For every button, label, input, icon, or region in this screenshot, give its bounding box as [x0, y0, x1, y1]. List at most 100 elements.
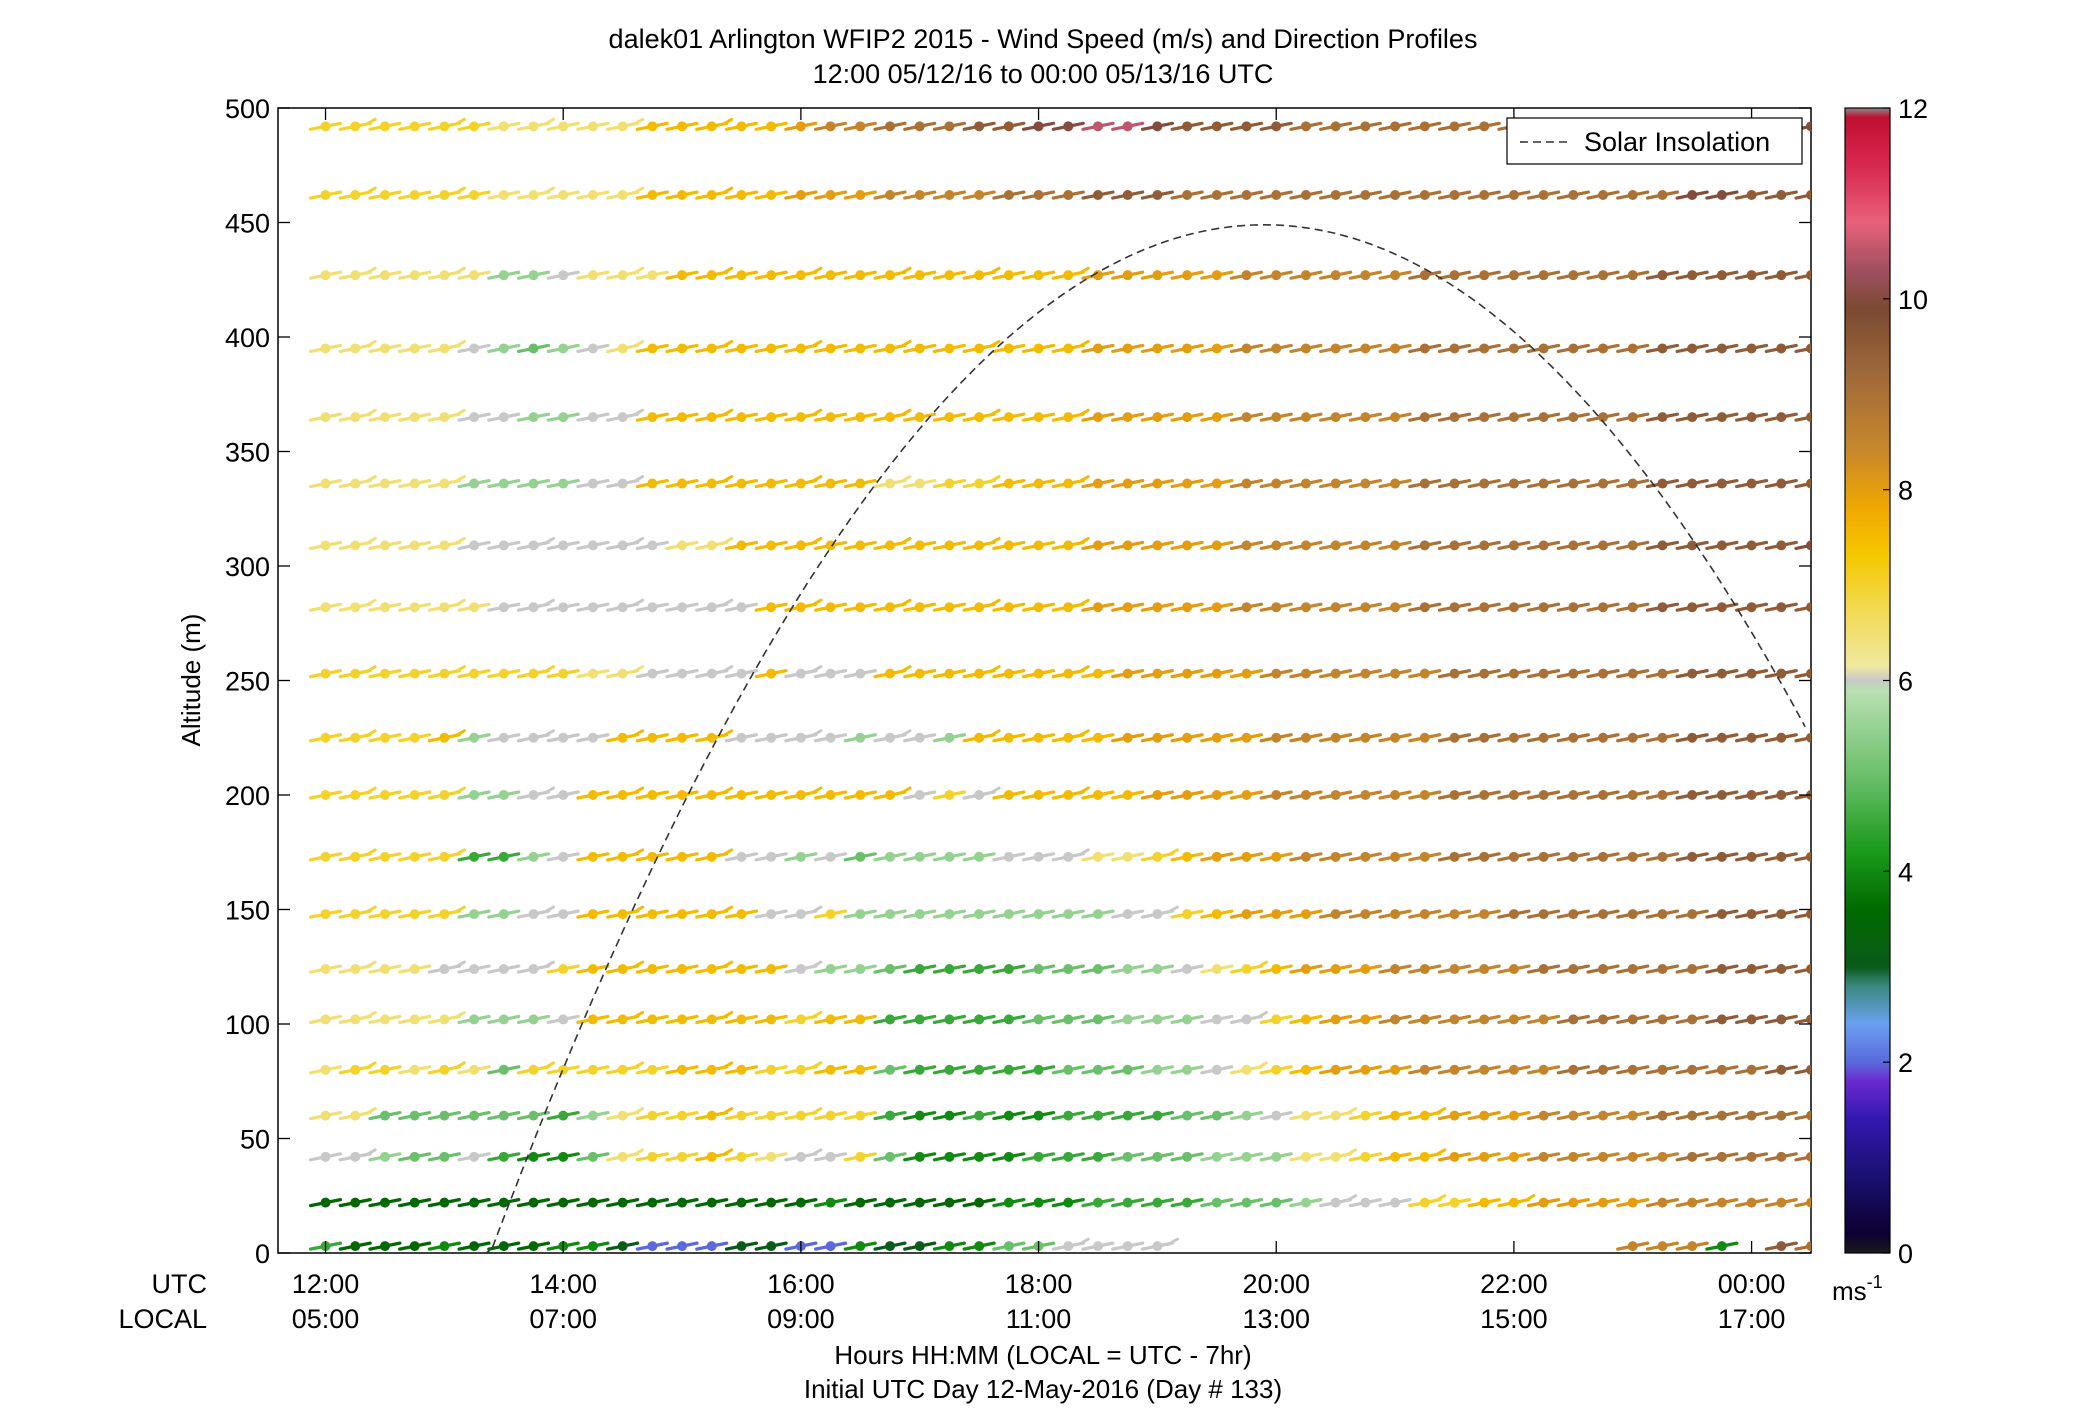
wind-barb [813, 909, 848, 920]
wind-barb [1437, 1197, 1472, 1208]
wind-barb [1675, 343, 1709, 354]
wind-barb [1140, 1237, 1179, 1252]
wind-barb [843, 668, 877, 679]
wind-barb [1051, 339, 1090, 354]
wind-barb [1764, 732, 1798, 743]
wind-barb [1764, 540, 1798, 551]
wind-barb [1348, 790, 1382, 800]
wind-barb [1081, 1151, 1115, 1162]
wind-barb [903, 121, 937, 132]
wind-barb [457, 1241, 491, 1252]
wind-barb [992, 540, 1026, 551]
wind-barb [338, 960, 377, 975]
wind-barb [1408, 1014, 1442, 1025]
wind-barb [308, 732, 343, 743]
wind-barb [1259, 1014, 1293, 1025]
wind-barb [695, 1197, 729, 1208]
wind-barb [695, 665, 734, 679]
wind-barb [398, 478, 432, 489]
wind-barb [1081, 121, 1115, 132]
wind-barb [813, 1064, 848, 1075]
wind-barb [1378, 1014, 1412, 1025]
wind-barb [1378, 270, 1412, 281]
wind-barb [635, 602, 669, 613]
wind-barb [1289, 790, 1323, 800]
wind-barb [1051, 848, 1090, 862]
wind-barb [784, 536, 823, 551]
wind-barb [1915, 1111, 1945, 1121]
wind-barb [784, 1107, 823, 1121]
wind-barb [1378, 1197, 1412, 1208]
wind-barb [1408, 121, 1442, 132]
wind-barb [1289, 732, 1323, 743]
wind-barb [1021, 668, 1056, 679]
wind-barb [457, 1151, 491, 1162]
wind-barb [1794, 478, 1811, 489]
wind-barb [308, 964, 343, 975]
y-tick-label: 250 [225, 667, 270, 697]
wind-barb [1081, 343, 1115, 354]
wind-barb [1645, 851, 1680, 862]
wind-barb [1675, 1151, 1709, 1162]
wind-barb [1170, 270, 1204, 281]
wind-barb [1408, 478, 1442, 489]
wind-barb [1497, 1014, 1531, 1025]
wind-barb [546, 1014, 580, 1025]
wind-barb [2093, 669, 2098, 679]
wind-barb [754, 732, 788, 743]
wind-barb [873, 1241, 907, 1252]
wind-barb [1259, 790, 1293, 800]
wind-barb [1734, 1064, 1769, 1075]
wind-barb [962, 475, 1001, 489]
wind-barb [487, 343, 521, 354]
wind-barb [457, 412, 491, 423]
wind-barb [2093, 1152, 2098, 1162]
wind-barb [1645, 790, 1680, 800]
wind-barb [2034, 190, 2064, 200]
wind-barb [2004, 270, 2034, 280]
wind-barb [1764, 851, 1798, 862]
wind-barb [368, 732, 402, 743]
chart-title-line1: dalek01 Arlington WFIP2 2015 - Wind Spee… [609, 24, 1478, 54]
wind-barb [1348, 851, 1382, 862]
wind-barb [487, 1064, 521, 1075]
wind-barb [1289, 478, 1323, 489]
wind-barb [2034, 1065, 2064, 1075]
wind-barb [724, 412, 759, 423]
wind-barb [1675, 1241, 1709, 1252]
wind-barb [1497, 964, 1531, 975]
wind-barb [1616, 790, 1650, 800]
wind-barb [1945, 343, 1975, 353]
wind-barb [576, 732, 610, 743]
wind-barb [1229, 960, 1269, 975]
wind-barb [1378, 190, 1412, 201]
wind-barb [1229, 412, 1264, 423]
wind-barb [962, 851, 996, 862]
wind-barb [1051, 1151, 1085, 1162]
wind-barb [2093, 121, 2098, 131]
wind-barb [1111, 1014, 1145, 1025]
wind-barb [1974, 733, 2004, 743]
wind-barb [1467, 1151, 1501, 1162]
wind-barb [1764, 190, 1798, 201]
wind-barb [1915, 1065, 1945, 1075]
wind-barb [962, 1014, 996, 1025]
wind-barb [457, 602, 491, 613]
wind-barb [1437, 540, 1472, 551]
wind-barb [2063, 669, 2093, 679]
wind-barb [1229, 1197, 1264, 1208]
wind-barb [457, 909, 491, 920]
wind-barb [724, 909, 759, 920]
wind-barb [576, 1241, 610, 1252]
x-tick-label-utc: 14:00 [529, 1269, 597, 1299]
wind-barb [932, 1241, 967, 1252]
wind-barb [635, 190, 669, 201]
wind-barb [398, 790, 432, 800]
wind-barb [606, 960, 645, 975]
wind-barb [1051, 598, 1090, 613]
wind-barb [1021, 412, 1056, 423]
wind-barb [546, 412, 580, 423]
wind-barb [992, 1151, 1026, 1162]
wind-barb [1140, 602, 1174, 613]
wind-barb [308, 540, 343, 551]
